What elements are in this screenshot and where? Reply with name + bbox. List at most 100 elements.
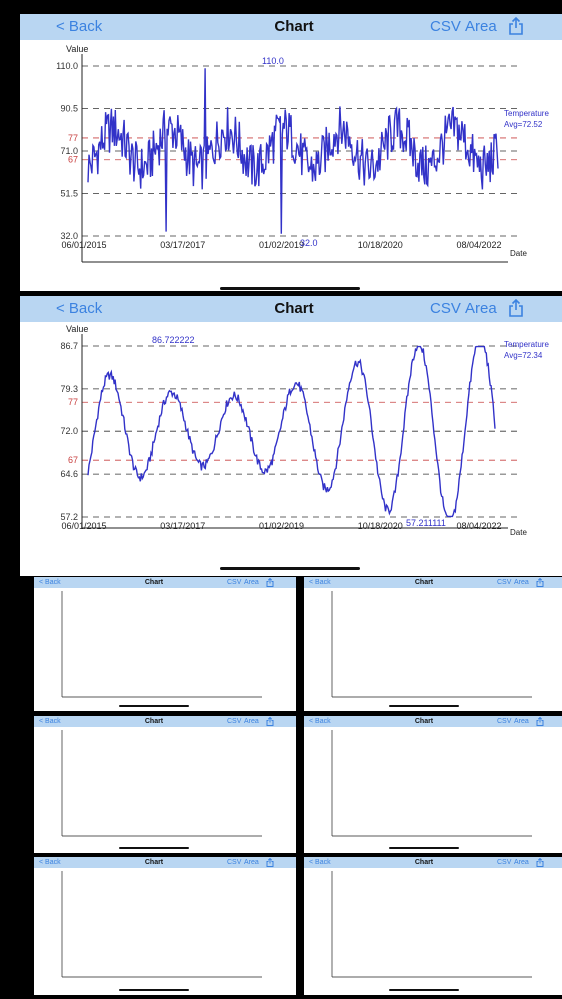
mini-chart (331, 730, 532, 837)
chart-2: 86.7 79.3 77 72.0 67 64.6 57.206/01/2015 03/17/… (60, 324, 549, 537)
home-indicator (119, 705, 189, 707)
home-indicator (389, 705, 459, 707)
x-tick-label: 03/17/2017 (160, 240, 205, 250)
y-axis-label: Value (66, 44, 88, 54)
mini-chart (61, 730, 262, 837)
nav-bar: < Back Chart CSV Area (304, 577, 562, 588)
x-tick-label: 01/02/2019 (259, 521, 304, 531)
x-tick-label: 06/01/2015 (61, 521, 106, 531)
chart-screen-6: < Back Chart CSV Area (304, 716, 562, 853)
csv-button[interactable]: CSV (497, 718, 512, 725)
x-tick-label: 01/02/2019 (259, 240, 304, 250)
chart-screen-1: < Back Chart CSV Area 110.0 90.5 77 71.0 67 5… (20, 14, 562, 291)
back-button[interactable]: < Back (309, 859, 331, 866)
legend-series-avg: Avg=72.52 (504, 120, 543, 129)
area-button[interactable]: Area (244, 718, 259, 725)
nav-bar: < Back Chart CSV Area (34, 716, 296, 727)
mini-chart (331, 871, 532, 978)
csv-button[interactable]: CSV (227, 718, 242, 725)
back-button[interactable]: < Back (309, 718, 331, 725)
area-button[interactable]: Area (465, 300, 497, 317)
share-icon[interactable] (266, 858, 274, 867)
csv-button[interactable]: CSV (497, 579, 512, 586)
home-indicator (389, 847, 459, 849)
chart-screen-4: < Back Chart CSV Area (304, 577, 562, 711)
y-tick-label: 64.6 (60, 469, 78, 479)
chart-screen-8: < Back Chart CSV Area (304, 857, 562, 995)
mini-chart (331, 591, 532, 698)
chart-screen-3: < Back Chart CSV Area (34, 577, 296, 711)
chart-screen-7: < Back Chart CSV Area (34, 857, 296, 995)
back-button[interactable]: < Back (39, 859, 61, 866)
x-tick-label: 10/18/2020 (358, 521, 403, 531)
x-tick-label: 10/18/2020 (358, 240, 403, 250)
y-tick-label: 71.0 (60, 146, 78, 156)
csv-button[interactable]: CSV (430, 18, 461, 35)
area-button[interactable]: Area (514, 579, 529, 586)
area-button[interactable]: Area (465, 18, 497, 35)
x-tick-label: 03/17/2017 (160, 521, 205, 531)
y-tick-label: 110.0 (56, 61, 78, 71)
page-title: Chart (414, 859, 434, 866)
share-icon[interactable] (266, 717, 274, 726)
nav-bar: < Back Chart CSV Area (20, 296, 562, 322)
page-title: Chart (274, 18, 314, 35)
home-indicator (220, 567, 360, 570)
y-tick-label: 90.5 (60, 104, 78, 114)
y-tick-label: 72.0 (60, 426, 78, 436)
y-tick-label: 32.0 (60, 231, 78, 241)
csv-button[interactable]: CSV (227, 859, 242, 866)
page-title: Chart (274, 300, 314, 317)
back-button[interactable]: < Back (56, 18, 103, 35)
min-annotation: 32.0 (300, 238, 318, 248)
share-icon[interactable] (508, 299, 524, 317)
y-tick-label: 51.5 (60, 189, 78, 199)
area-button[interactable]: Area (514, 859, 529, 866)
chart-screen-2: < Back Chart CSV Area 86.7 79.3 77 72.0 67 64… (20, 296, 562, 576)
home-indicator (119, 847, 189, 849)
y-tick-label: 79.3 (60, 384, 78, 394)
nav-bar: < Back Chart CSV Area (20, 14, 562, 40)
legend-series-name: Temperature (504, 340, 549, 349)
y-tick-label: 67 (68, 155, 78, 165)
area-button[interactable]: Area (244, 859, 259, 866)
mini-chart (61, 591, 262, 698)
temperature-series-line (87, 345, 496, 518)
csv-button[interactable]: CSV (227, 579, 242, 586)
home-indicator (389, 989, 459, 991)
mini-chart (61, 871, 262, 978)
share-icon[interactable] (508, 17, 524, 35)
page-title: Chart (414, 579, 434, 586)
y-tick-label: 67 (68, 455, 78, 465)
y-axis-label: Value (66, 324, 88, 334)
nav-bar: < Back Chart CSV Area (34, 577, 296, 588)
back-button[interactable]: < Back (309, 579, 331, 586)
legend-series-avg: Avg=72.34 (504, 351, 543, 360)
nav-bar: < Back Chart CSV Area (304, 716, 562, 727)
x-axis-label: Date (510, 249, 527, 258)
x-tick-label: 08/04/2022 (456, 240, 501, 250)
back-button[interactable]: < Back (56, 300, 103, 317)
x-tick-label: 06/01/2015 (61, 240, 106, 250)
page-title: Chart (144, 579, 164, 586)
share-icon[interactable] (266, 578, 274, 587)
area-button[interactable]: Area (514, 718, 529, 725)
y-tick-label: 77 (68, 133, 78, 143)
max-annotation: 86.722222 (152, 335, 195, 345)
page-title: Chart (144, 859, 164, 866)
temperature-series-line (87, 68, 499, 234)
area-button[interactable]: Area (244, 579, 259, 586)
back-button[interactable]: < Back (39, 718, 61, 725)
share-icon[interactable] (536, 717, 544, 726)
y-tick-label: 86.7 (60, 341, 78, 351)
csv-button[interactable]: CSV (497, 859, 512, 866)
min-annotation: 57.211111 (406, 518, 446, 528)
back-button[interactable]: < Back (39, 579, 61, 586)
share-icon[interactable] (536, 858, 544, 867)
legend-series-name: Temperature (504, 109, 549, 118)
chart-screen-5: < Back Chart CSV Area (34, 716, 296, 853)
csv-button[interactable]: CSV (430, 300, 461, 317)
share-icon[interactable] (536, 578, 544, 587)
home-indicator (220, 287, 360, 290)
